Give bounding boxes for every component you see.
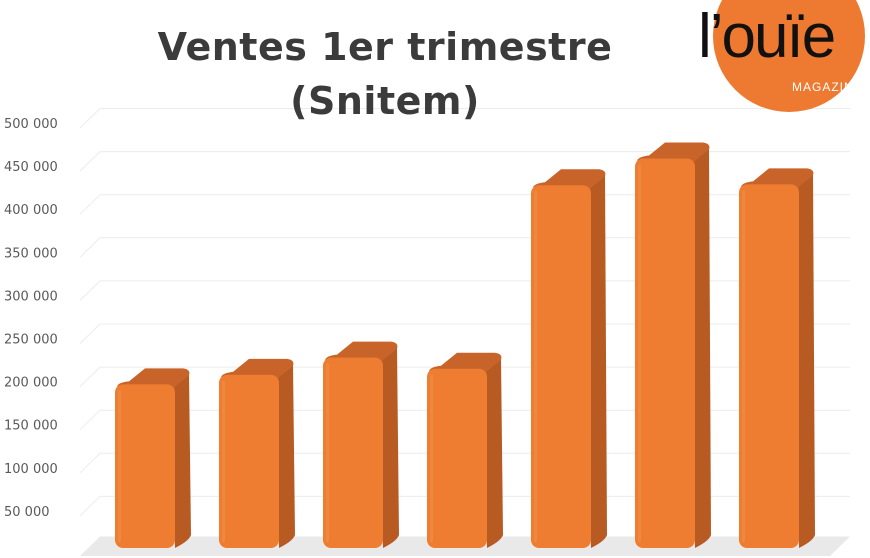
y-tick-label: 200 000 xyxy=(4,376,58,391)
bar-side xyxy=(173,373,191,548)
bar xyxy=(635,142,711,549)
y-tick-label: 100 000 xyxy=(4,462,58,477)
bar-highlight xyxy=(118,390,121,542)
bar-highlight xyxy=(222,380,225,542)
gridline xyxy=(79,323,850,344)
bar-side xyxy=(381,346,399,548)
bar-side xyxy=(797,173,815,548)
y-tick-label: 300 000 xyxy=(4,289,58,304)
logo-wordmark: l’ouïe xyxy=(698,2,836,71)
bar xyxy=(323,341,399,548)
bar-side xyxy=(277,363,295,548)
bar-top xyxy=(533,169,606,190)
bar-highlight xyxy=(638,164,641,543)
bar-front xyxy=(323,357,383,548)
gridline xyxy=(79,280,850,301)
bar-front xyxy=(739,184,799,548)
chart-title: Ventes 1er trimestre (Snitem) xyxy=(157,25,613,123)
y-tick-label: 450 000 xyxy=(4,160,58,175)
logo-subtitle: MAGAZINE xyxy=(792,80,865,94)
gridline xyxy=(79,237,850,258)
bar xyxy=(531,169,607,548)
y-tick-label: 500 000 xyxy=(4,117,58,132)
y-tick-label: 400 000 xyxy=(4,203,58,218)
bar-side xyxy=(693,147,711,549)
bar-top xyxy=(325,341,398,362)
bar-side xyxy=(485,357,503,548)
bar-top xyxy=(221,358,294,379)
bars xyxy=(115,142,815,549)
bar-top xyxy=(117,368,190,389)
bar-front xyxy=(115,384,175,548)
y-tick-label: 350 000 xyxy=(4,246,58,261)
gridline xyxy=(79,108,850,129)
bar-front xyxy=(635,158,695,549)
bar xyxy=(427,352,503,548)
bar-top xyxy=(637,142,710,163)
bar xyxy=(739,168,815,548)
gridline xyxy=(79,194,850,215)
bar-side xyxy=(589,174,607,548)
bar-front xyxy=(427,368,487,548)
logo: l’ouïe MAGAZINE xyxy=(690,0,870,115)
y-axis-ticks: 50 000 100 000 150 000 200 000 250 000 300 00… xyxy=(4,117,58,520)
bar-front xyxy=(219,374,279,548)
bar-highlight xyxy=(326,363,329,542)
y-tick-label: 150 000 xyxy=(4,419,58,434)
gridlines xyxy=(79,108,850,517)
bar-front xyxy=(531,185,591,548)
bar-highlight xyxy=(742,190,745,542)
bar xyxy=(219,358,295,548)
y-tick-label: 50 000 xyxy=(4,505,50,520)
gridline xyxy=(79,151,850,172)
bar-highlight xyxy=(534,191,537,542)
bar-highlight xyxy=(430,374,433,542)
bar-top xyxy=(429,352,502,373)
bar-top xyxy=(741,168,814,189)
bar xyxy=(115,368,191,548)
y-tick-label: 250 000 xyxy=(4,333,58,348)
